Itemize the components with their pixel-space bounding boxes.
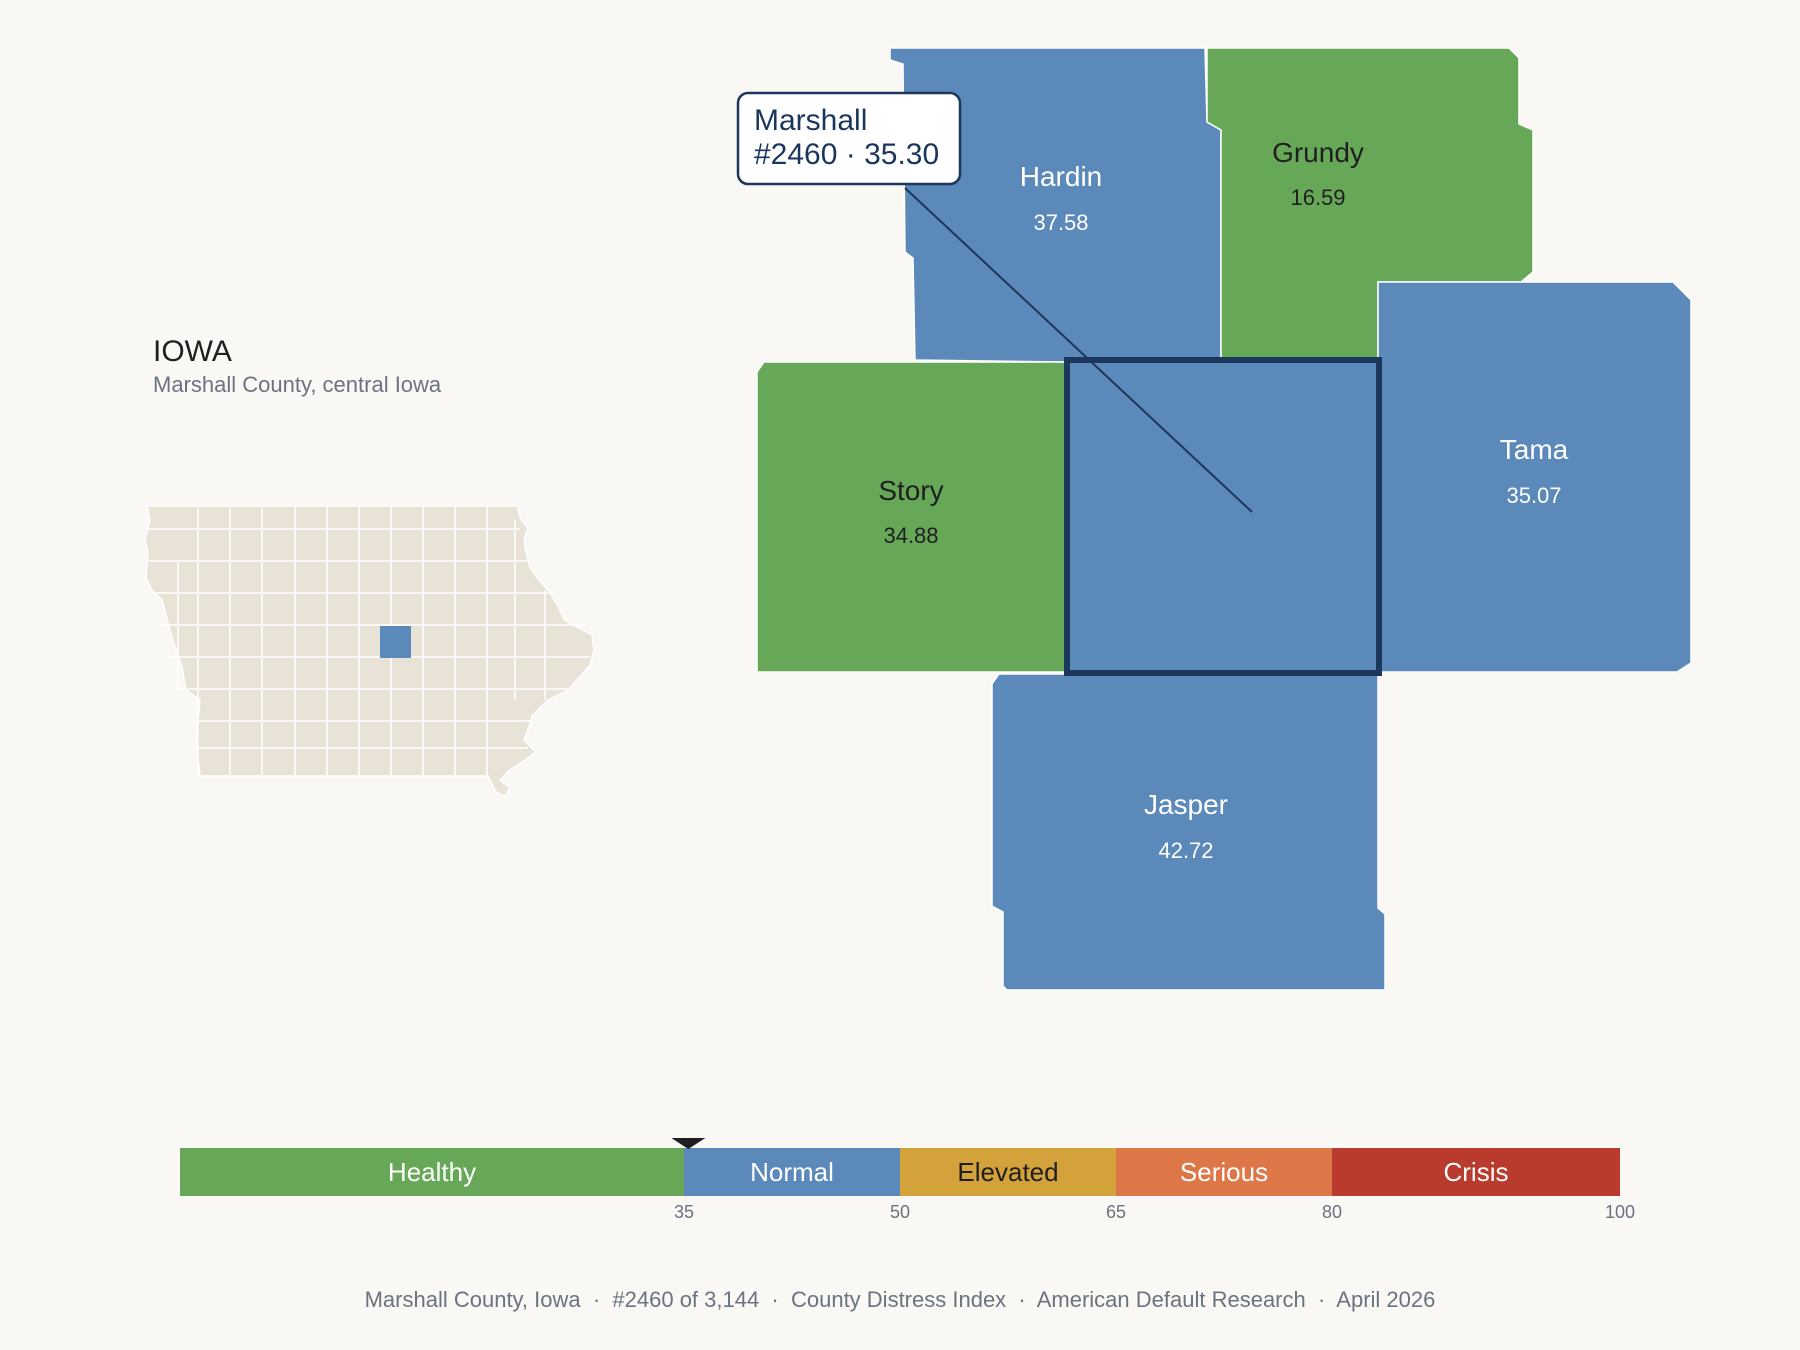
hardin-name: Hardin <box>1020 161 1102 192</box>
iowa-inset-map <box>144 505 595 797</box>
story-name: Story <box>878 475 943 506</box>
state-subtitle: Marshall County, central Iowa <box>153 372 442 397</box>
jasper-name: Jasper <box>1144 789 1228 820</box>
scale-tick-80: 80 <box>1322 1202 1342 1222</box>
grundy-value: 16.59 <box>1290 185 1345 210</box>
county-tama[interactable]: Tama 35.07 <box>1377 281 1692 673</box>
grundy-name: Grundy <box>1272 137 1364 168</box>
scale-band-healthy <box>180 1148 684 1196</box>
scale-band-crisis <box>1332 1148 1620 1196</box>
county-jasper[interactable]: Jasper 42.72 <box>991 673 1386 991</box>
tama-value: 35.07 <box>1506 483 1561 508</box>
county-marshall[interactable] <box>1064 357 1382 676</box>
inset-county-grid <box>147 506 590 776</box>
callout: Marshall #2460 · 35.30 <box>736 91 1253 513</box>
iowa-outline <box>144 505 595 797</box>
tama-name: Tama <box>1500 434 1569 465</box>
scale-tick-50: 50 <box>890 1202 910 1222</box>
scale-band-label-elevated: Elevated <box>957 1157 1058 1187</box>
scale-band-label-crisis: Crisis <box>1444 1157 1509 1187</box>
scale-band-label-normal: Normal <box>750 1157 834 1187</box>
callout-county-name: Marshall <box>754 104 867 137</box>
distress-scale: Healthy Normal Elevated Serious Crisis 35 50 6… <box>180 1138 1635 1222</box>
callout-box <box>736 91 962 186</box>
callout-rank-score: #2460 · 35.30 <box>754 138 939 171</box>
scale-band-serious <box>1116 1148 1332 1196</box>
scale-band-elevated <box>900 1148 1116 1196</box>
scale-marker-icon <box>671 1138 706 1149</box>
county-story[interactable]: Story 34.88 <box>756 361 1066 673</box>
callout-leader-line <box>904 187 1253 513</box>
footer-text: Marshall County, Iowa · #2460 of 3,144 ·… <box>365 1287 1436 1312</box>
scale-tick-65: 65 <box>1106 1202 1126 1222</box>
scale-tick-35: 35 <box>674 1202 694 1222</box>
jasper-value: 42.72 <box>1158 838 1213 863</box>
state-title: IOWA <box>153 335 232 368</box>
scale-tick-100: 100 <box>1605 1202 1635 1222</box>
hardin-value: 37.58 <box>1033 210 1088 235</box>
scale-band-label-serious: Serious <box>1180 1157 1268 1187</box>
scale-band-normal <box>684 1148 900 1196</box>
story-value: 34.88 <box>883 523 938 548</box>
inset-marshall-highlight <box>380 626 411 658</box>
scale-band-label-healthy: Healthy <box>388 1157 476 1187</box>
